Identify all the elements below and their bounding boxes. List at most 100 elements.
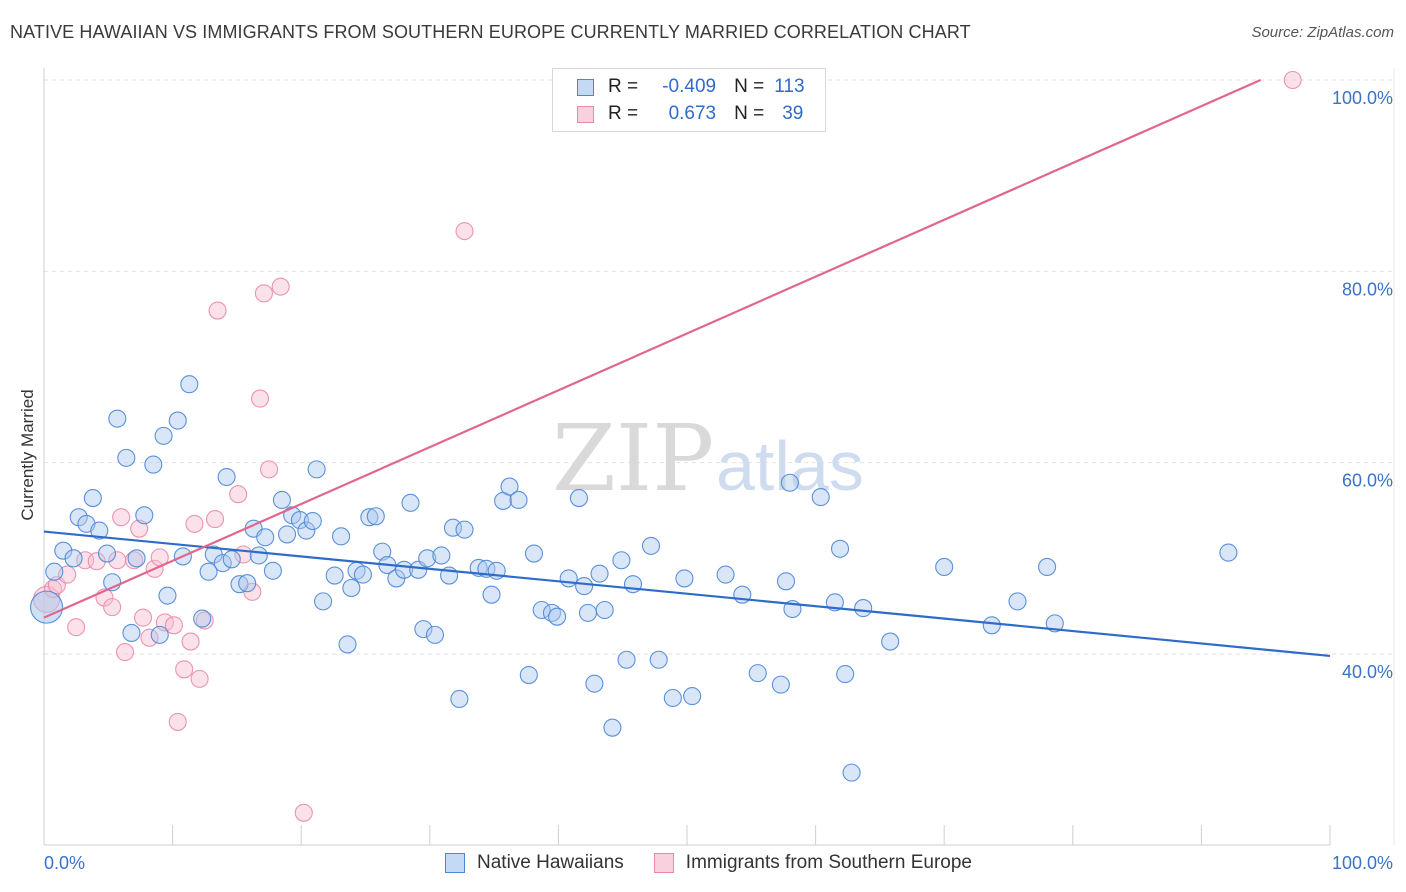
pink-point (208, 301, 227, 320)
blue-point (585, 674, 604, 693)
series-legend: Native Hawaiians Immigrants from Souther… (445, 852, 1002, 874)
blue-point (836, 665, 855, 684)
blue-point (575, 577, 594, 596)
pink-trend-line (43, 78, 1262, 619)
blue-point (54, 541, 73, 560)
blue-point (842, 763, 861, 782)
blue-point (193, 609, 212, 628)
blue-point (482, 585, 501, 604)
blue-point (500, 477, 519, 496)
legend-item-native-hawaiians[interactable]: Native Hawaiians (445, 852, 624, 874)
blue-point (158, 586, 177, 605)
legend-n-label: N = (734, 103, 765, 124)
blue-point (290, 511, 309, 530)
blue-point (122, 623, 141, 643)
watermark-zip: ZIP (552, 405, 714, 512)
blue-point (307, 460, 326, 479)
blue-point (238, 574, 257, 593)
blue-point (45, 562, 64, 581)
blue-point (338, 635, 357, 654)
legend-r-value: -0.409 (662, 76, 717, 97)
legend-r-label: R = (608, 76, 639, 97)
blue-point (617, 650, 636, 669)
pink-points (33, 70, 1302, 822)
blue-point (83, 489, 102, 508)
blue-point (603, 718, 622, 737)
blue-point (64, 549, 83, 568)
legend-item-southern-europe[interactable]: Immigrants from Southern Europe (653, 852, 972, 874)
blue-point (222, 550, 241, 569)
legend-swatch-blue (445, 853, 465, 873)
blue-point (135, 506, 154, 525)
blue-point (249, 546, 268, 565)
blue-point (213, 554, 232, 573)
legend-swatch-pink (577, 105, 594, 123)
pink-point (190, 669, 209, 688)
blue-point (982, 616, 1001, 635)
blue-point (117, 448, 136, 467)
blue-point (590, 564, 609, 583)
pink-point (195, 611, 214, 630)
blue-point (748, 664, 767, 683)
watermark-atlas: atlas (716, 427, 864, 505)
blue-point (401, 493, 420, 512)
blue-point (342, 578, 361, 598)
blue-point (854, 599, 873, 618)
legend-r-value: 0.673 (668, 103, 717, 124)
blue-point (612, 551, 631, 570)
blue-point (127, 549, 146, 568)
blue-point (509, 490, 528, 510)
x-tick-label: 0.0% (44, 853, 85, 873)
chart-title: NATIVE HAWAIIAN VS IMMIGRANTS FROM SOUTH… (10, 22, 971, 42)
legend-row-pink: R = 0.673 N = 39 (577, 101, 803, 127)
x-tick-label: 100.0% (1332, 853, 1393, 873)
pink-point (185, 514, 204, 533)
blue-point (366, 507, 385, 526)
axes (43, 68, 1395, 846)
blue-point (414, 620, 433, 639)
pink-point (259, 460, 279, 479)
blue-point (256, 528, 275, 547)
legend-n-label: N = (734, 76, 765, 97)
blue-point (30, 590, 64, 624)
blue-point (578, 603, 598, 622)
blue-point (90, 521, 109, 540)
blue-trend-line (43, 530, 1331, 658)
blue-point (425, 625, 444, 644)
y-tick-label: 40.0% (1342, 662, 1393, 682)
pink-point (1283, 70, 1302, 90)
blue-point (432, 546, 451, 565)
blue-point (150, 625, 169, 644)
legend-swatch-pink (653, 853, 674, 873)
y-tick-label: 80.0% (1342, 279, 1393, 299)
blue-point (649, 650, 668, 669)
pink-point (175, 660, 194, 679)
blue-point (278, 525, 297, 544)
blue-point (1008, 592, 1027, 611)
pink-point (294, 803, 313, 822)
pink-point (250, 389, 270, 408)
blue-point (532, 600, 551, 620)
blue-point (776, 572, 796, 591)
blue-point (97, 544, 117, 563)
pink-point (130, 519, 149, 538)
pink-point (254, 284, 273, 303)
blue-point (663, 688, 682, 708)
pink-point (140, 628, 159, 647)
legend-n-value: 113 (774, 76, 805, 97)
blue-point (450, 689, 469, 709)
blue-point (418, 549, 437, 568)
pink-point (67, 618, 86, 637)
y-tick-label: 60.0% (1342, 471, 1393, 491)
legend-label: Native Hawaiians (477, 852, 624, 873)
blue-point (180, 375, 199, 394)
blue-point (144, 455, 163, 474)
blue-point (524, 544, 544, 563)
blue-point (69, 508, 88, 527)
legend-row-blue: R = -0.409 N = 113 (577, 74, 805, 100)
blue-point (641, 536, 661, 555)
blue-point (297, 521, 316, 540)
blue-point (771, 675, 790, 694)
blue-point (780, 473, 799, 492)
blue-point (675, 569, 694, 588)
